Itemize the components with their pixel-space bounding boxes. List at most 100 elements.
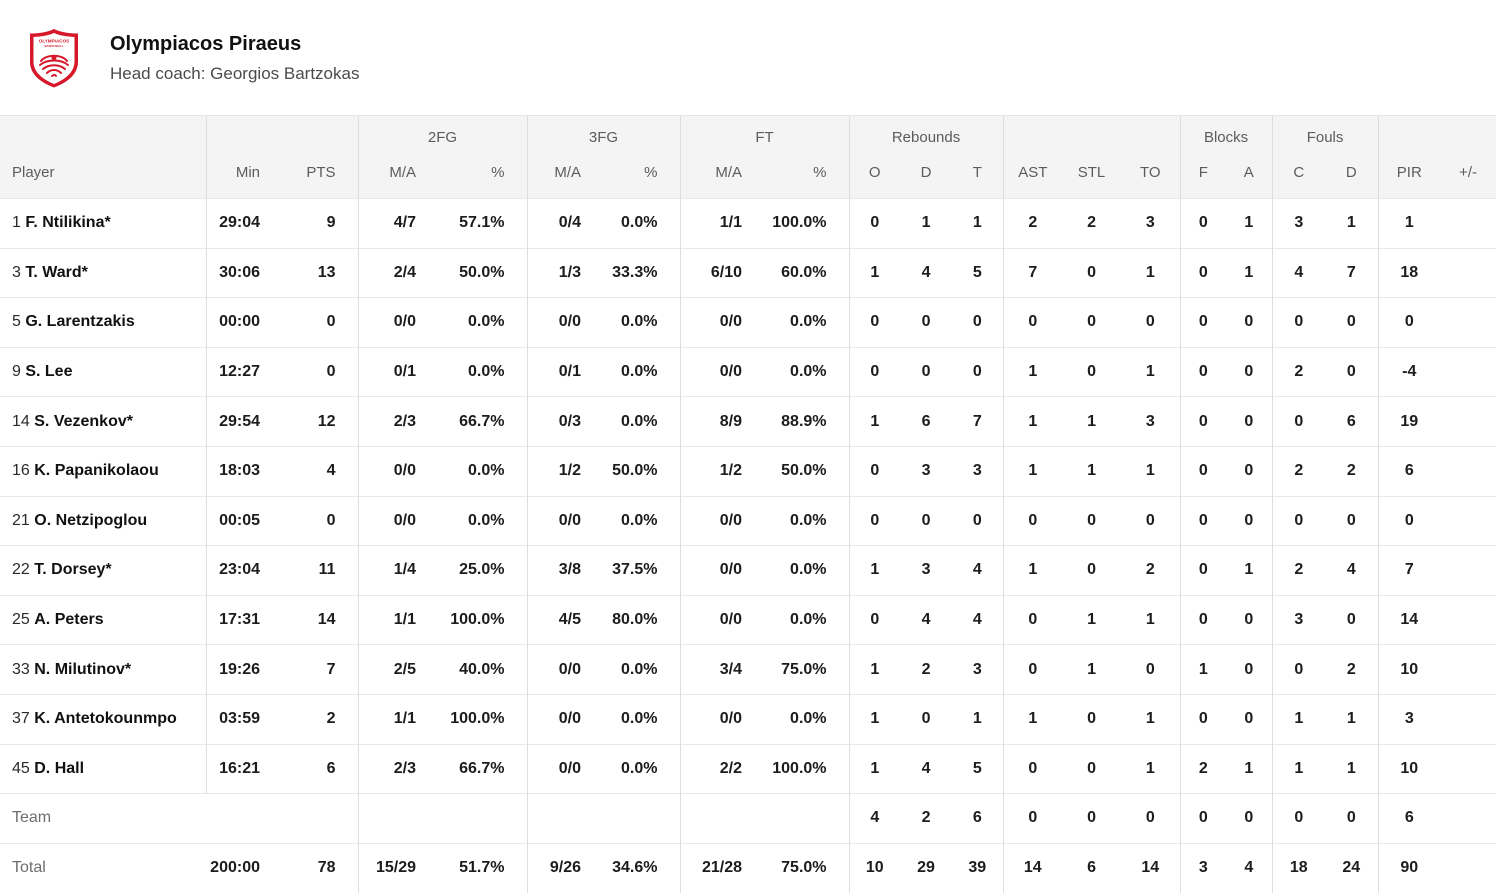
cell-pts: 0 xyxy=(282,297,358,348)
cell-ft_ma: 0/0 xyxy=(679,594,764,645)
cell-player: 14 S. Vezenkov* xyxy=(0,396,206,447)
cell-foul_c: 0 xyxy=(1271,297,1326,348)
column-header-player: Player xyxy=(0,151,206,199)
column-header-ft_ma: M/A xyxy=(679,151,764,199)
cell-pts xyxy=(282,793,358,844)
cell-ft_ma xyxy=(679,793,764,844)
jersey-number: 16 xyxy=(12,462,35,480)
cell-stl: 0 xyxy=(1062,346,1122,397)
cell-reb_o: 0 xyxy=(848,297,901,348)
cell-fg2_ma: 4/7 xyxy=(357,198,438,249)
cell-blk_f: 0 xyxy=(1179,297,1227,348)
cell-pir: 19 xyxy=(1377,396,1441,447)
column-group-blocks: Blocks xyxy=(1179,115,1273,152)
player-row: 3 T. Ward* 30:06 13 2/4 50.0% 1/3 33.3% 6/10 60.… xyxy=(0,247,1496,298)
cell-ft_pct: 0.0% xyxy=(764,594,850,645)
cell-fg3_pct: 0.0% xyxy=(603,198,680,249)
cell-fg3_ma: 0/4 xyxy=(526,198,603,249)
cell-ast: 0 xyxy=(1002,495,1063,546)
cell-reb_d: 4 xyxy=(900,594,953,645)
cell-fg2_ma: 0/0 xyxy=(357,445,438,497)
cell-to: 1 xyxy=(1121,594,1181,645)
cell-blk_f: 3 xyxy=(1179,842,1227,893)
cell-ast: 1 xyxy=(1002,693,1063,745)
cell-pm xyxy=(1440,247,1496,298)
cell-blk_a: 1 xyxy=(1226,198,1273,249)
column-header-ast: AST xyxy=(1002,151,1063,199)
boxscore-table-header: 2FG 3FG FT Rebounds Blocks Fouls Player Min PTS M… xyxy=(0,115,1496,199)
cell-reb_d: 4 xyxy=(900,247,953,298)
cell-ast: 0 xyxy=(1002,644,1063,695)
team-row: Team 4 2 6 0 0 0 0 0 0 0 6 xyxy=(0,793,1496,844)
cell-min: 29:04 xyxy=(205,198,282,249)
cell-ast: 0 xyxy=(1002,594,1063,645)
column-group-rebounds: Rebounds xyxy=(848,115,1004,152)
cell-stl: 0 xyxy=(1062,793,1122,844)
column-header-fg2_pct: % xyxy=(438,151,527,199)
cell-fg2_pct: 51.7% xyxy=(438,842,527,893)
cell-blk_f: 1 xyxy=(1179,644,1227,695)
player-row: 21 O. Netzipoglou 00:05 0 0/0 0.0% 0/0 0.0% 0/0… xyxy=(0,495,1496,546)
column-header-foul_d: D xyxy=(1325,151,1379,199)
cell-blk_f: 0 xyxy=(1179,594,1227,645)
cell-reb_o: 10 xyxy=(848,842,901,893)
cell-min: 12:27 xyxy=(205,346,282,397)
player-row: 9 S. Lee 12:27 0 0/1 0.0% 0/1 0.0% 0/0 0.0% 0 0 0 1 0… xyxy=(0,346,1496,397)
cell-fg3_pct: 80.0% xyxy=(603,594,680,645)
cell-reb_t: 3 xyxy=(952,445,1004,497)
cell-pm xyxy=(1440,198,1496,249)
cell-foul_c: 4 xyxy=(1271,247,1326,298)
cell-player: 45 D. Hall xyxy=(0,743,206,794)
cell-reb_t: 1 xyxy=(952,693,1004,745)
cell-fg3_pct: 0.0% xyxy=(603,396,680,447)
cell-pts: 0 xyxy=(282,346,358,397)
cell-player: 33 N. Milutinov* xyxy=(0,644,206,695)
column-group-2fg: 2FG xyxy=(357,115,527,152)
cell-ft_ma: 0/0 xyxy=(679,297,764,348)
cell-fg2_ma: 15/29 xyxy=(357,842,438,893)
cell-reb_t: 0 xyxy=(952,297,1004,348)
cell-fg3_pct: 0.0% xyxy=(603,346,680,397)
cell-blk_f: 0 xyxy=(1179,346,1227,397)
jersey-number: 21 xyxy=(12,511,35,529)
player-name: S. Vezenkov* xyxy=(34,412,133,430)
cell-ft_ma: 21/28 xyxy=(679,842,764,893)
cell-fg2_ma: 0/0 xyxy=(357,495,438,546)
column-header-foul_c: C xyxy=(1271,151,1326,199)
cell-fg2_ma: 1/4 xyxy=(357,545,438,596)
column-header-blk_f: F xyxy=(1179,151,1227,199)
cell-pts: 11 xyxy=(282,545,358,596)
team-header: OLYMPIACOS BASKETBALL Olympiacos Piraeus… xyxy=(0,0,1496,115)
cell-pir: 7 xyxy=(1377,545,1441,596)
cell-blk_f: 0 xyxy=(1179,545,1227,596)
cell-reb_t: 4 xyxy=(952,594,1004,645)
cell-pir: 18 xyxy=(1377,247,1441,298)
cell-blk_a: 1 xyxy=(1226,545,1273,596)
cell-ft_ma: 0/0 xyxy=(679,693,764,745)
cell-reb_d: 4 xyxy=(900,743,953,794)
player-name: O. Netzipoglou xyxy=(34,511,148,529)
cell-ast: 0 xyxy=(1002,743,1063,794)
cell-pir: 0 xyxy=(1377,495,1441,546)
team-logo: OLYMPIACOS BASKETBALL xyxy=(28,28,80,88)
cell-pir: 90 xyxy=(1377,842,1441,893)
svg-text:OLYMPIACOS: OLYMPIACOS xyxy=(39,38,69,43)
cell-ast: 0 xyxy=(1002,793,1063,844)
cell-stl: 0 xyxy=(1062,693,1122,745)
cell-ft_pct xyxy=(764,793,850,844)
cell-ft_pct: 0.0% xyxy=(764,693,850,745)
cell-foul_c: 0 xyxy=(1271,644,1326,695)
cell-foul_c: 2 xyxy=(1271,545,1326,596)
cell-fg2_pct: 0.0% xyxy=(438,297,527,348)
cell-stl: 1 xyxy=(1062,644,1122,695)
cell-blk_a: 0 xyxy=(1226,346,1273,397)
cell-foul_d: 2 xyxy=(1325,644,1379,695)
cell-to: 14 xyxy=(1121,842,1181,893)
cell-stl: 1 xyxy=(1062,594,1122,645)
cell-fg2_pct: 25.0% xyxy=(438,545,527,596)
player-name: N. Milutinov* xyxy=(34,660,132,678)
cell-pm xyxy=(1440,396,1496,447)
cell-to: 1 xyxy=(1121,445,1181,497)
cell-min xyxy=(206,793,282,844)
cell-reb_d: 1 xyxy=(900,198,953,249)
